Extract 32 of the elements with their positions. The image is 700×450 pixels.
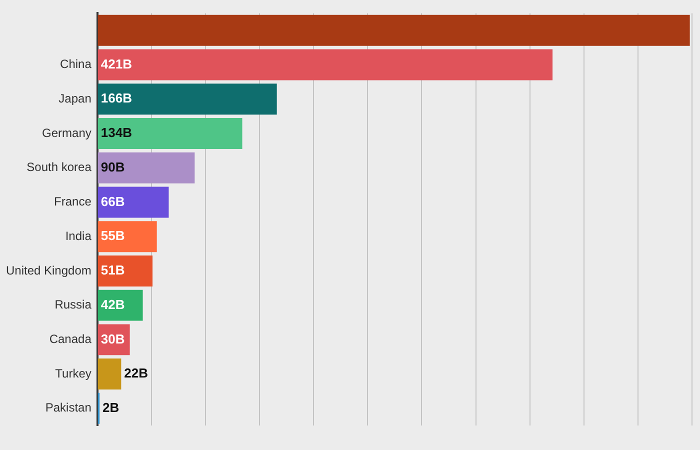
bar [98, 290, 143, 321]
bar [98, 84, 277, 115]
bar [98, 186, 169, 218]
data-label: 421B [100, 56, 132, 72]
data-label: 51B [100, 262, 125, 278]
y-tick-label: United Kingdom [6, 263, 92, 278]
data-label: 90B [100, 159, 125, 174]
data-label: 134B [100, 125, 132, 140]
y-tick-label: China [60, 57, 92, 72]
bar [98, 221, 157, 252]
y-tick-label: Russia [54, 298, 92, 312]
y-tick-label: Japan [58, 91, 92, 106]
y-tick-label: France [54, 194, 92, 209]
bar [98, 49, 553, 80]
data-label: 55B [100, 228, 125, 244]
y-tick-label: Canada [49, 332, 92, 346]
y-tick-label: Germany [42, 126, 92, 140]
data-label: 2B [102, 400, 120, 415]
y-tick-label: South korea [26, 160, 92, 174]
bar [98, 358, 122, 390]
data-label: 42B [100, 296, 125, 312]
bar [98, 255, 153, 286]
data-label: 66B [100, 194, 125, 209]
data-label: 30B [100, 331, 125, 346]
y-tick-label: India [65, 228, 92, 243]
bar [98, 14, 690, 46]
data-label: 166B [100, 90, 132, 106]
y-tick-label: Turkey [55, 366, 92, 380]
bar [98, 118, 242, 149]
bar [98, 152, 195, 184]
data-label: 22B [124, 366, 148, 381]
y-tick-label: Pakistan [45, 400, 92, 415]
